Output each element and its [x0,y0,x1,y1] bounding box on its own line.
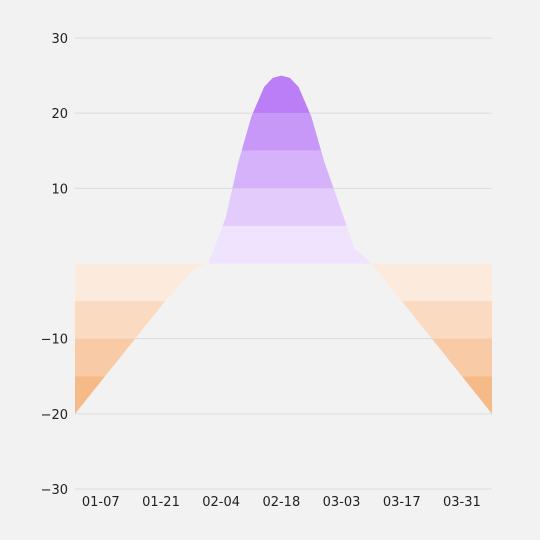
x-tick-label: 01-07 [82,495,120,510]
x-tick-label: 03-03 [323,495,361,510]
x-axis-ticks: 01-07 01-21 02-04 02-18 03-03 03-17 03-31 [82,495,481,510]
x-tick-label: 03-17 [383,495,421,510]
negative-band [75,263,492,302]
y-tick-label: −10 [41,333,68,348]
y-tick-label: 20 [51,107,68,122]
y-tick-label: 30 [51,32,68,47]
positive-band [75,188,492,226]
positive-band [75,75,492,114]
negative-band [75,338,492,377]
x-tick-label: 02-04 [202,495,240,510]
area-bands [75,75,492,414]
y-tick-label: −30 [41,483,68,498]
negative-band [75,301,492,339]
x-tick-label: 02-18 [262,495,300,510]
x-tick-label: 01-21 [142,495,180,510]
positive-band [75,150,492,189]
y-tick-label: 10 [51,182,68,197]
y-axis-ticks: −30 −20 −10 10 20 30 [41,32,68,498]
positive-bands [75,75,492,264]
positive-band [75,113,492,151]
positive-band [75,225,492,264]
negative-band [75,376,492,414]
x-tick-label: 03-31 [443,495,481,510]
y-tick-label: −20 [41,408,68,423]
